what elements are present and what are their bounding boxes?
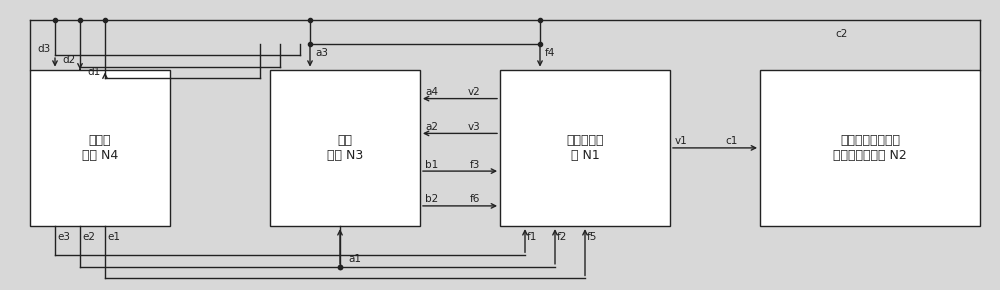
Text: d1: d1 <box>87 67 100 77</box>
Text: d3: d3 <box>37 44 50 54</box>
Text: f5: f5 <box>587 232 597 242</box>
Text: 相位控
制器 N4: 相位控 制器 N4 <box>82 134 118 162</box>
Text: v2: v2 <box>468 87 481 97</box>
Bar <box>760 70 980 226</box>
Text: c1: c1 <box>725 137 737 146</box>
Text: a2: a2 <box>425 122 438 132</box>
Text: a3: a3 <box>315 48 328 58</box>
Bar <box>500 70 670 226</box>
Text: f2: f2 <box>557 232 567 242</box>
Text: f1: f1 <box>527 232 537 242</box>
Text: c2: c2 <box>835 29 847 39</box>
Text: f4: f4 <box>545 48 555 58</box>
Text: f6: f6 <box>470 195 480 204</box>
Text: b1: b1 <box>425 160 438 170</box>
Text: a1: a1 <box>348 254 361 264</box>
Text: e3: e3 <box>57 232 70 242</box>
Bar <box>270 70 420 226</box>
Text: v3: v3 <box>468 122 481 132</box>
Text: d2: d2 <box>62 55 75 65</box>
Text: 乘法
器组 N3: 乘法 器组 N3 <box>327 134 363 162</box>
Text: e2: e2 <box>82 232 95 242</box>
Text: f3: f3 <box>470 160 480 170</box>
Text: e1: e1 <box>107 232 120 242</box>
Text: b2: b2 <box>425 195 438 204</box>
Text: a4: a4 <box>425 87 438 97</box>
Bar <box>30 70 170 226</box>
Text: 三阶自治电
路 N1: 三阶自治电 路 N1 <box>566 134 604 162</box>
Text: 由符号函数组成的
函数序列发生器 N2: 由符号函数组成的 函数序列发生器 N2 <box>833 134 907 162</box>
Text: v1: v1 <box>675 137 688 146</box>
